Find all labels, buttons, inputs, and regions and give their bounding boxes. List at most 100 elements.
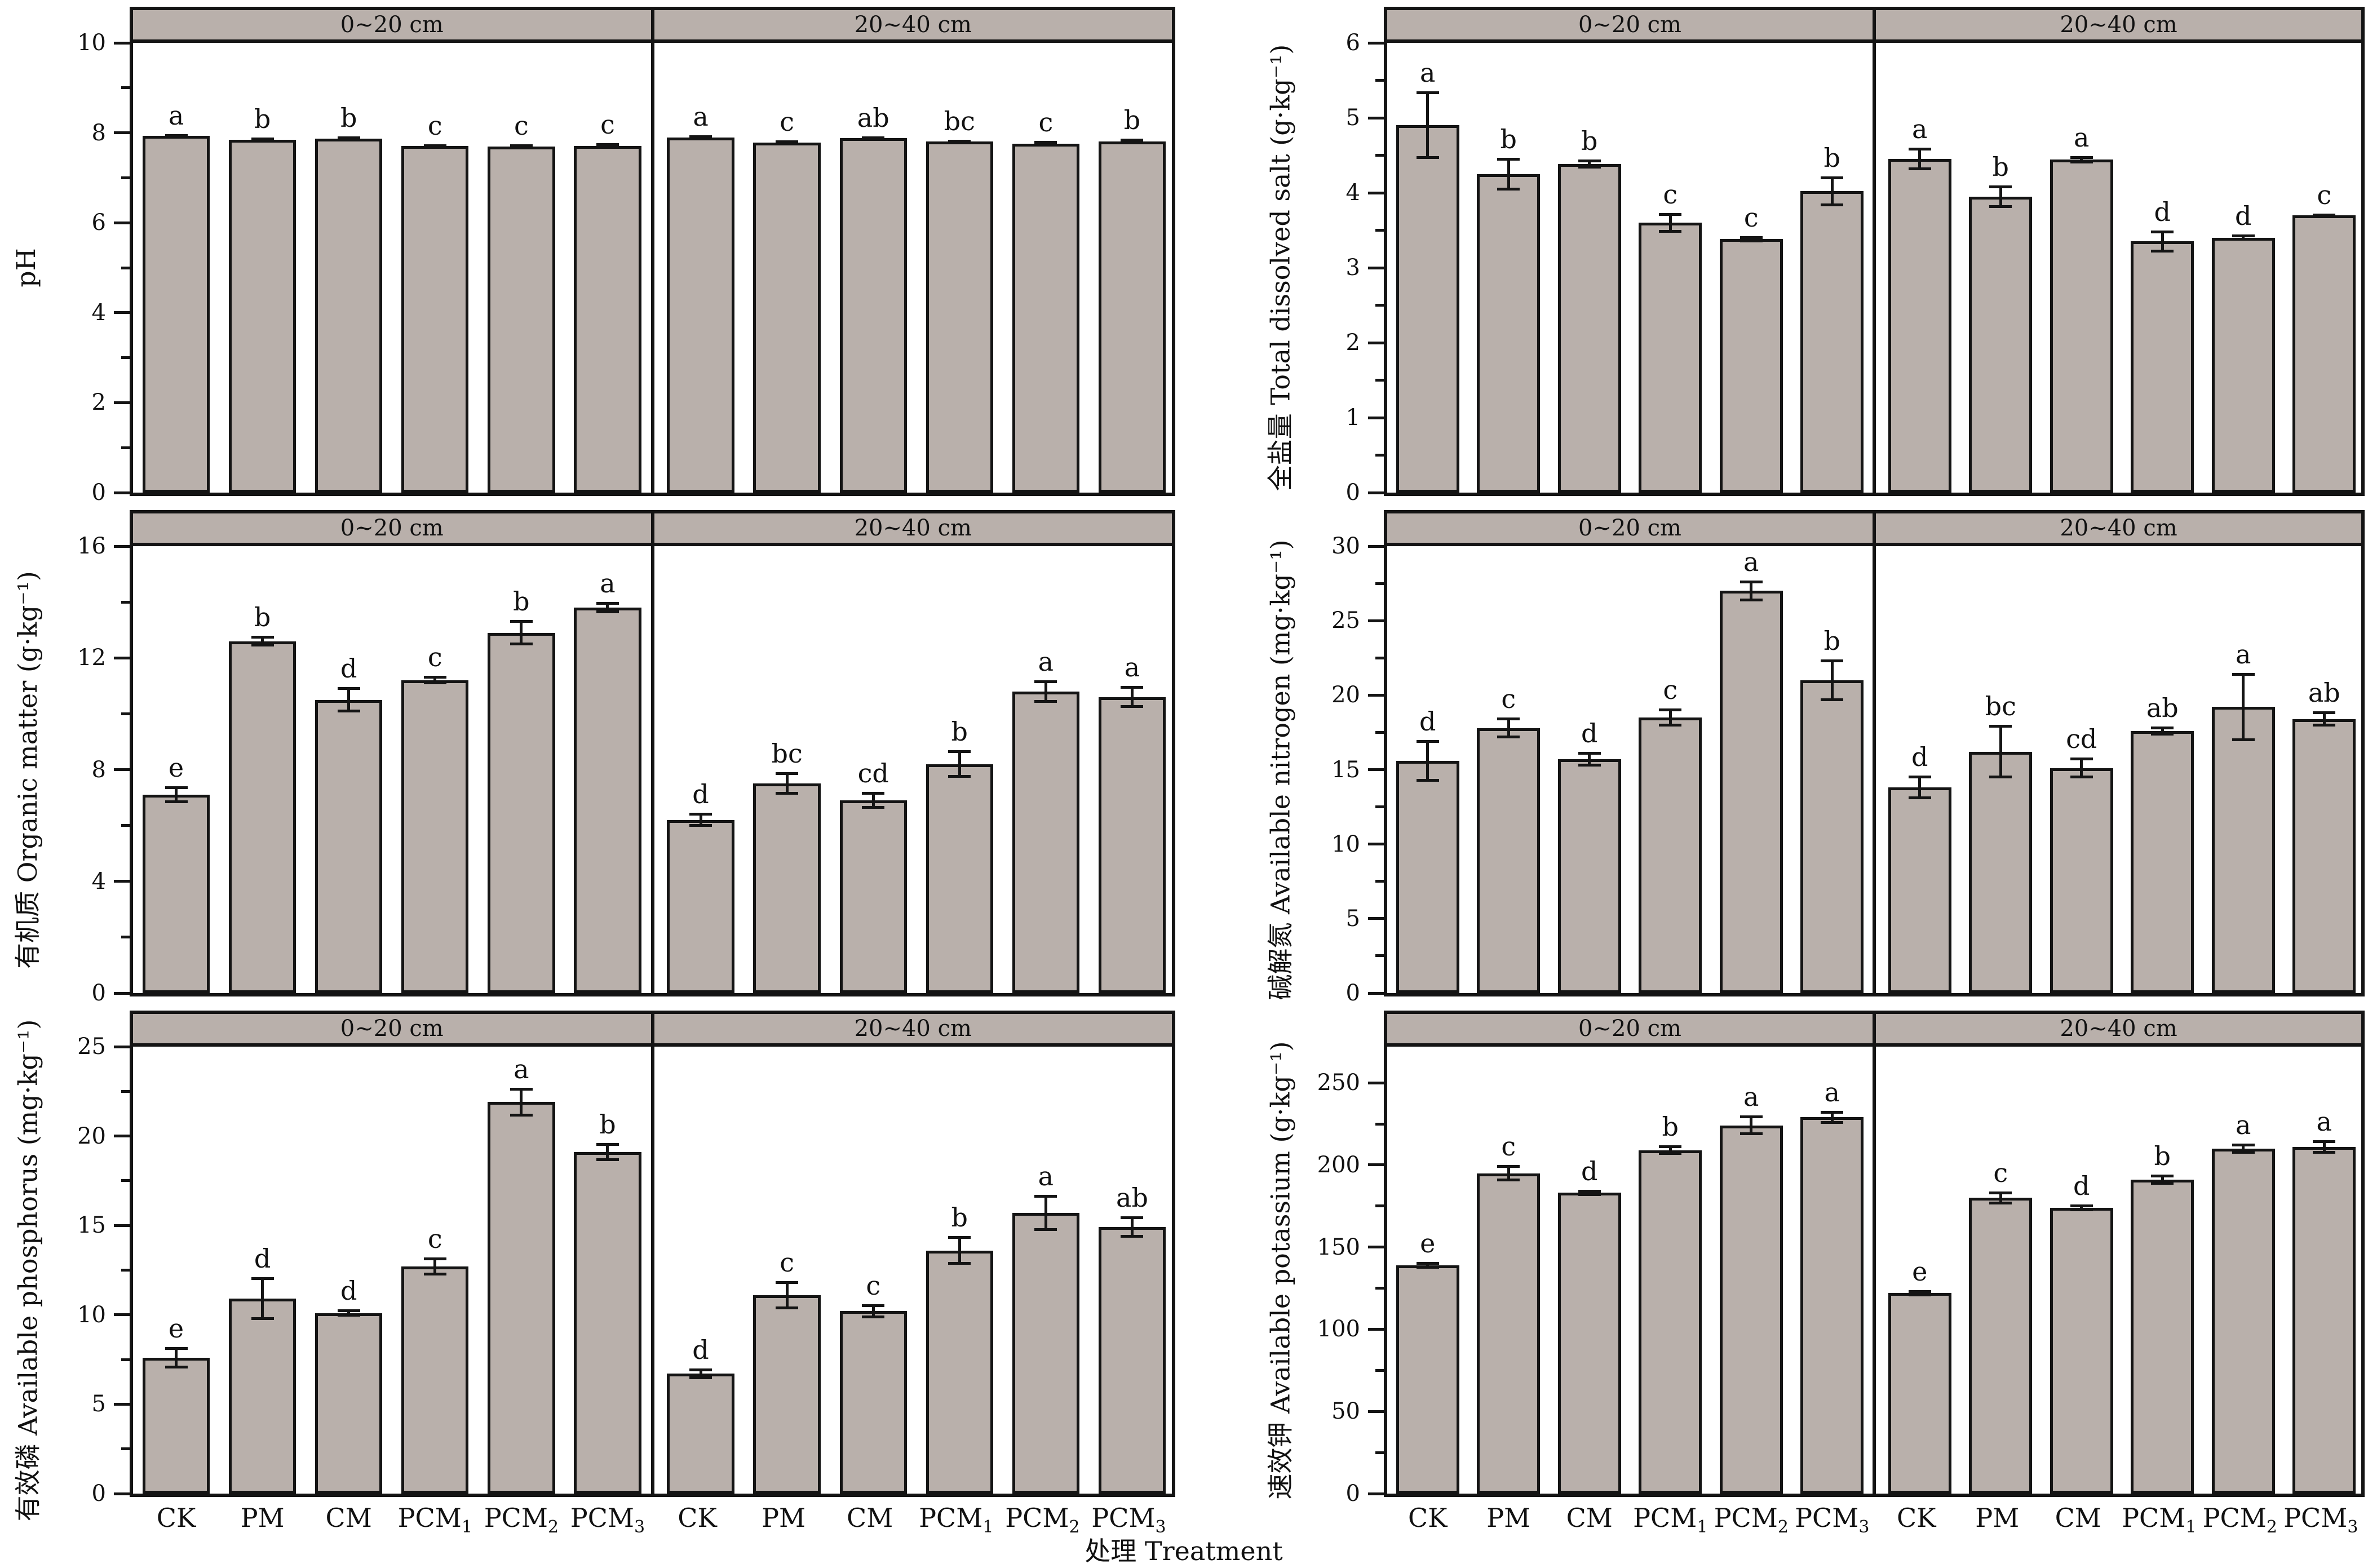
error-bar bbox=[2322, 1140, 2326, 1154]
error-bar-cap-top bbox=[1121, 685, 1144, 689]
error-bar bbox=[1668, 212, 1672, 233]
bar bbox=[926, 764, 993, 993]
significance-letter: ab bbox=[1116, 1182, 1148, 1213]
bar bbox=[753, 783, 821, 993]
error-bar bbox=[1999, 185, 2002, 208]
significance-letter: e bbox=[168, 752, 184, 783]
error-bar-cap-top bbox=[2232, 672, 2255, 676]
bar bbox=[839, 1311, 907, 1494]
error-bar-cap-top bbox=[1416, 739, 1439, 743]
depth-header-0-20: 0~20 cm bbox=[1387, 10, 1876, 39]
bar bbox=[401, 145, 469, 493]
section-0-20: a b b c c b bbox=[1387, 43, 1873, 493]
bar bbox=[667, 137, 734, 493]
y-tick-label: 10 bbox=[77, 1301, 106, 1328]
bar bbox=[1719, 591, 1783, 993]
error-bar-cap-bottom bbox=[1497, 736, 1520, 738]
error-bar bbox=[1507, 157, 1510, 191]
error-bar-cap-bottom bbox=[1416, 1265, 1439, 1269]
error-bar bbox=[347, 687, 351, 712]
y-tick-label: 3 bbox=[1345, 255, 1360, 281]
significance-letter: a bbox=[514, 1053, 529, 1084]
error-bar-cap-top bbox=[1989, 185, 2012, 188]
y-axis-minor-tick bbox=[1375, 582, 1384, 585]
y-tick-label: 15 bbox=[1331, 756, 1360, 783]
error-bar-cap-bottom bbox=[862, 805, 885, 809]
x-axis-title: 处理 Treatment bbox=[1085, 1536, 1283, 1566]
error-bar-cap-bottom bbox=[2232, 1150, 2255, 1154]
y-axis-tick bbox=[114, 768, 130, 771]
error-bar-cap-top bbox=[1740, 236, 1763, 240]
error-bar-cap-bottom bbox=[2151, 732, 2174, 736]
bar bbox=[1012, 1213, 1080, 1494]
significance-letter: c bbox=[1743, 202, 1759, 233]
y-axis-minor-tick bbox=[1375, 304, 1384, 307]
y-axis-minor-tick bbox=[1375, 154, 1384, 157]
significance-letter: d bbox=[692, 1334, 709, 1365]
error-bar-cap-bottom bbox=[1578, 1193, 1601, 1197]
error-bar-cap-top bbox=[776, 772, 799, 776]
error-bar-cap-bottom bbox=[1497, 1179, 1520, 1182]
error-bar-cap-bottom bbox=[776, 792, 799, 795]
bar bbox=[1800, 1117, 1864, 1494]
error-bar-cap-top bbox=[1989, 1191, 2012, 1194]
error-bar-cap-bottom bbox=[2070, 776, 2093, 779]
y-axis-minor-tick bbox=[121, 86, 130, 90]
bar bbox=[1396, 1265, 1459, 1494]
bar bbox=[228, 140, 296, 493]
bar bbox=[2292, 719, 2356, 993]
significance-letter: c bbox=[1038, 107, 1054, 138]
y-axis-minor-tick bbox=[1375, 1451, 1384, 1454]
y-tick-label: 150 bbox=[1317, 1234, 1360, 1260]
bar bbox=[574, 145, 641, 493]
bar bbox=[839, 138, 907, 493]
y-axis-label-ph: pH bbox=[10, 248, 41, 287]
bar bbox=[401, 680, 469, 993]
error-bar bbox=[871, 1304, 875, 1319]
y-axis-minor-tick bbox=[121, 936, 130, 939]
error-bar-cap-top bbox=[165, 786, 188, 790]
y-axis-minor-tick bbox=[1375, 954, 1384, 958]
significance-letter: c bbox=[1501, 683, 1516, 714]
bar bbox=[1477, 174, 1541, 493]
y-axis-tick bbox=[114, 880, 130, 883]
error-bar-cap-bottom bbox=[1989, 205, 2012, 208]
depth-header-strip: 0~20 cm 20~40 cm bbox=[1387, 10, 2361, 43]
y-tick-label: 25 bbox=[1331, 608, 1360, 634]
error-bar bbox=[1830, 176, 1834, 206]
error-bar-cap-bottom bbox=[776, 142, 799, 145]
y-tick-label: 0 bbox=[91, 980, 106, 1006]
section-20-40: a b a d d c bbox=[1873, 43, 2361, 493]
x-category-label: PCM3 bbox=[1795, 1503, 1870, 1538]
bar bbox=[1012, 143, 1080, 493]
x-category-label: PCM1 bbox=[919, 1503, 994, 1538]
error-bar bbox=[1426, 739, 1429, 782]
error-bar-cap-top bbox=[948, 750, 971, 753]
panel-available-nitrogen: 0~20 cm 20~40 cm d c d c a b d bc cd ab a ab bbox=[1384, 510, 2365, 996]
y-axis-tick bbox=[114, 1492, 130, 1495]
bar bbox=[926, 141, 993, 493]
error-bar-cap-bottom bbox=[2313, 723, 2336, 727]
error-bar-cap-top bbox=[596, 143, 619, 146]
error-bar-cap-bottom bbox=[1659, 1152, 1682, 1155]
error-bar-cap-bottom bbox=[596, 1158, 619, 1162]
error-bar bbox=[1830, 1110, 1834, 1124]
error-bar-cap-top bbox=[1034, 1195, 1057, 1198]
error-bar bbox=[1130, 1216, 1134, 1238]
error-bar bbox=[2242, 234, 2245, 241]
bar bbox=[1888, 159, 1951, 493]
y-axis-tick bbox=[1368, 768, 1384, 771]
depth-header-0-20: 0~20 cm bbox=[133, 10, 654, 39]
x-category-label: PCM1 bbox=[397, 1503, 472, 1538]
significance-letter: d bbox=[2073, 1170, 2090, 1201]
bar bbox=[228, 1299, 296, 1494]
error-bar-cap-top bbox=[2232, 1144, 2255, 1147]
bar bbox=[1477, 728, 1541, 993]
error-bar-cap-bottom bbox=[510, 144, 533, 148]
error-bar-cap-bottom bbox=[862, 1315, 885, 1319]
significance-letter: a bbox=[1743, 546, 1759, 577]
bar bbox=[753, 143, 821, 493]
bar bbox=[1888, 1293, 1951, 1494]
y-tick-label: 16 bbox=[77, 533, 106, 559]
error-bar-cap-top bbox=[1121, 138, 1144, 141]
